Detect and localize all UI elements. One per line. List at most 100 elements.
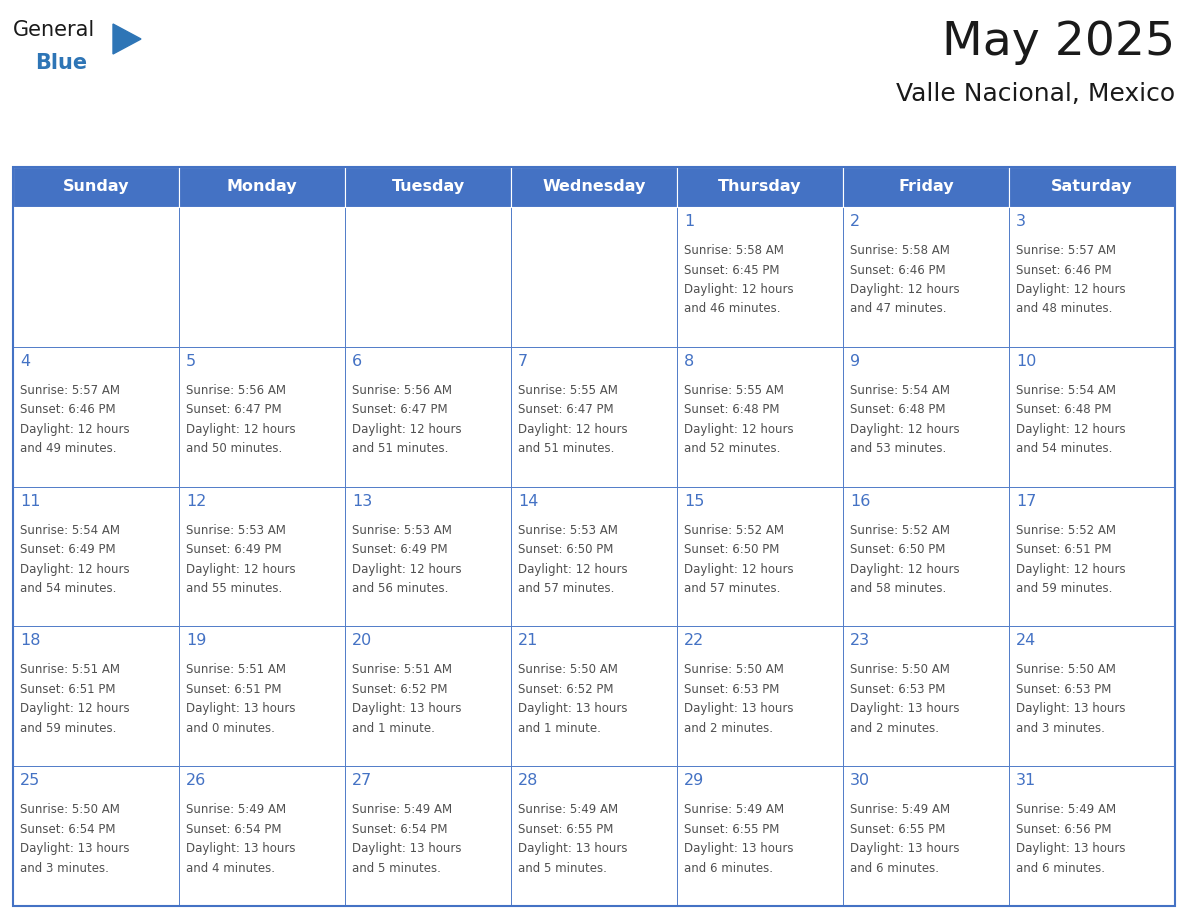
Text: 18: 18 bbox=[20, 633, 40, 648]
Bar bbox=[13, 207, 179, 347]
Text: Sunset: 6:55 PM: Sunset: 6:55 PM bbox=[684, 823, 779, 835]
Text: Daylight: 12 hours: Daylight: 12 hours bbox=[849, 423, 960, 436]
Text: Sunrise: 5:58 AM: Sunrise: 5:58 AM bbox=[849, 244, 950, 257]
Text: Daylight: 13 hours: Daylight: 13 hours bbox=[684, 702, 794, 715]
Text: 12: 12 bbox=[187, 494, 207, 509]
Text: Sunrise: 5:53 AM: Sunrise: 5:53 AM bbox=[352, 523, 451, 537]
Text: Sunset: 6:53 PM: Sunset: 6:53 PM bbox=[849, 683, 946, 696]
Text: Sunrise: 5:52 AM: Sunrise: 5:52 AM bbox=[1016, 523, 1116, 537]
Text: Daylight: 12 hours: Daylight: 12 hours bbox=[684, 283, 794, 296]
Text: and 59 minutes.: and 59 minutes. bbox=[1016, 582, 1112, 595]
Text: Sunrise: 5:57 AM: Sunrise: 5:57 AM bbox=[20, 384, 120, 397]
Text: and 54 minutes.: and 54 minutes. bbox=[1016, 442, 1112, 455]
Text: Sunset: 6:46 PM: Sunset: 6:46 PM bbox=[1016, 263, 1112, 276]
Text: Sunset: 6:52 PM: Sunset: 6:52 PM bbox=[352, 683, 448, 696]
Bar bbox=[179, 487, 345, 626]
Text: Daylight: 12 hours: Daylight: 12 hours bbox=[187, 563, 296, 576]
Bar bbox=[13, 167, 1175, 906]
Bar bbox=[13, 167, 179, 207]
Text: 7: 7 bbox=[518, 353, 529, 369]
Text: 13: 13 bbox=[352, 494, 372, 509]
Text: 1: 1 bbox=[684, 214, 694, 229]
Text: 25: 25 bbox=[20, 773, 40, 789]
Text: Sunrise: 5:52 AM: Sunrise: 5:52 AM bbox=[684, 523, 784, 537]
Text: and 5 minutes.: and 5 minutes. bbox=[352, 862, 441, 875]
Bar bbox=[843, 626, 1009, 767]
Text: Sunset: 6:46 PM: Sunset: 6:46 PM bbox=[849, 263, 946, 276]
Text: Sunrise: 5:50 AM: Sunrise: 5:50 AM bbox=[518, 664, 618, 677]
Text: Sunrise: 5:53 AM: Sunrise: 5:53 AM bbox=[518, 523, 618, 537]
Text: and 46 minutes.: and 46 minutes. bbox=[684, 303, 781, 316]
Text: 24: 24 bbox=[1016, 633, 1036, 648]
Text: Daylight: 13 hours: Daylight: 13 hours bbox=[352, 842, 461, 856]
Bar bbox=[13, 487, 179, 626]
Text: and 6 minutes.: and 6 minutes. bbox=[684, 862, 773, 875]
Text: and 54 minutes.: and 54 minutes. bbox=[20, 582, 116, 595]
Text: Valle Nacional, Mexico: Valle Nacional, Mexico bbox=[896, 82, 1175, 106]
Text: Sunrise: 5:49 AM: Sunrise: 5:49 AM bbox=[352, 803, 453, 816]
Bar bbox=[345, 167, 511, 207]
Text: Daylight: 13 hours: Daylight: 13 hours bbox=[352, 702, 461, 715]
Bar bbox=[843, 767, 1009, 906]
Bar bbox=[1009, 767, 1175, 906]
Text: Blue: Blue bbox=[34, 53, 87, 73]
Bar bbox=[345, 207, 511, 347]
Bar bbox=[345, 626, 511, 767]
Text: 10: 10 bbox=[1016, 353, 1036, 369]
Text: and 1 minute.: and 1 minute. bbox=[352, 722, 435, 735]
Text: Sunrise: 5:50 AM: Sunrise: 5:50 AM bbox=[20, 803, 120, 816]
Text: Daylight: 12 hours: Daylight: 12 hours bbox=[518, 423, 627, 436]
Text: Sunset: 6:48 PM: Sunset: 6:48 PM bbox=[1016, 403, 1112, 416]
Text: Sunrise: 5:51 AM: Sunrise: 5:51 AM bbox=[352, 664, 451, 677]
Text: Daylight: 12 hours: Daylight: 12 hours bbox=[20, 563, 129, 576]
Text: Daylight: 13 hours: Daylight: 13 hours bbox=[849, 842, 960, 856]
Text: Daylight: 12 hours: Daylight: 12 hours bbox=[187, 423, 296, 436]
Bar bbox=[843, 347, 1009, 487]
Text: and 48 minutes.: and 48 minutes. bbox=[1016, 303, 1112, 316]
Text: Daylight: 12 hours: Daylight: 12 hours bbox=[1016, 423, 1125, 436]
Text: 23: 23 bbox=[849, 633, 870, 648]
Text: 3: 3 bbox=[1016, 214, 1026, 229]
Text: Sunset: 6:47 PM: Sunset: 6:47 PM bbox=[518, 403, 614, 416]
Text: Daylight: 13 hours: Daylight: 13 hours bbox=[849, 702, 960, 715]
Text: Daylight: 12 hours: Daylight: 12 hours bbox=[1016, 563, 1125, 576]
Text: May 2025: May 2025 bbox=[942, 20, 1175, 65]
Text: Sunrise: 5:50 AM: Sunrise: 5:50 AM bbox=[1016, 664, 1116, 677]
Text: Sunset: 6:48 PM: Sunset: 6:48 PM bbox=[849, 403, 946, 416]
Text: Sunrise: 5:55 AM: Sunrise: 5:55 AM bbox=[518, 384, 618, 397]
Text: Sunrise: 5:51 AM: Sunrise: 5:51 AM bbox=[187, 664, 286, 677]
Bar bbox=[1009, 626, 1175, 767]
Bar bbox=[179, 167, 345, 207]
Text: 16: 16 bbox=[849, 494, 871, 509]
Text: Tuesday: Tuesday bbox=[391, 180, 465, 195]
Text: Sunrise: 5:49 AM: Sunrise: 5:49 AM bbox=[518, 803, 618, 816]
Bar bbox=[677, 487, 843, 626]
Text: Sunset: 6:51 PM: Sunset: 6:51 PM bbox=[187, 683, 282, 696]
Text: 27: 27 bbox=[352, 773, 372, 789]
Text: Sunset: 6:50 PM: Sunset: 6:50 PM bbox=[518, 543, 613, 556]
Bar bbox=[1009, 167, 1175, 207]
Bar bbox=[1009, 347, 1175, 487]
Bar bbox=[677, 626, 843, 767]
Bar bbox=[843, 487, 1009, 626]
Text: Daylight: 13 hours: Daylight: 13 hours bbox=[187, 702, 296, 715]
Text: Sunrise: 5:54 AM: Sunrise: 5:54 AM bbox=[1016, 384, 1116, 397]
Text: 15: 15 bbox=[684, 494, 704, 509]
Text: Sunset: 6:56 PM: Sunset: 6:56 PM bbox=[1016, 823, 1112, 835]
Text: Sunrise: 5:56 AM: Sunrise: 5:56 AM bbox=[352, 384, 451, 397]
Bar bbox=[843, 167, 1009, 207]
Text: Sunset: 6:53 PM: Sunset: 6:53 PM bbox=[684, 683, 779, 696]
Text: Sunset: 6:49 PM: Sunset: 6:49 PM bbox=[352, 543, 448, 556]
Bar bbox=[345, 347, 511, 487]
Text: and 2 minutes.: and 2 minutes. bbox=[684, 722, 773, 735]
Text: Sunset: 6:55 PM: Sunset: 6:55 PM bbox=[518, 823, 613, 835]
Text: Sunrise: 5:49 AM: Sunrise: 5:49 AM bbox=[187, 803, 286, 816]
Bar bbox=[677, 167, 843, 207]
Text: Friday: Friday bbox=[898, 180, 954, 195]
Text: and 57 minutes.: and 57 minutes. bbox=[684, 582, 781, 595]
Text: and 5 minutes.: and 5 minutes. bbox=[518, 862, 607, 875]
Text: and 50 minutes.: and 50 minutes. bbox=[187, 442, 283, 455]
Text: and 6 minutes.: and 6 minutes. bbox=[1016, 862, 1105, 875]
Text: and 4 minutes.: and 4 minutes. bbox=[187, 862, 274, 875]
Bar bbox=[511, 487, 677, 626]
